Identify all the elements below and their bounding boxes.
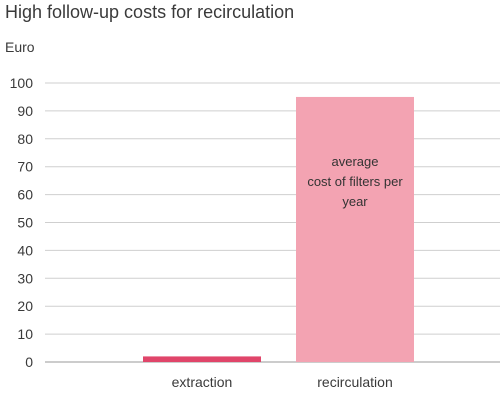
x-category-label: recirculation [317,374,392,390]
y-tick-label: 40 [17,242,33,258]
y-tick-label: 20 [17,298,33,314]
y-axis-ticks: 0 10 20 30 40 50 60 70 80 90 100 [10,75,34,370]
chart-title: High follow-up costs for recirculation [5,2,294,22]
y-tick-label: 70 [17,159,33,175]
bar-annotation: average cost of filters per year [307,154,403,209]
y-axis-unit-label: Euro [5,39,35,55]
annotation-line: year [342,194,368,209]
bars [143,96,414,362]
y-tick-label: 50 [17,215,33,231]
gridlines [45,82,500,363]
x-axis-categories: extraction recirculation [172,374,393,390]
y-tick-label: 0 [25,354,33,370]
annotation-line: cost of filters per [307,174,403,189]
y-tick-label: 10 [17,326,33,342]
x-category-label: extraction [172,374,233,390]
bar-extraction [143,356,261,362]
y-tick-label: 60 [17,187,33,203]
y-tick-label: 30 [17,270,33,286]
bar-recirculation [296,96,414,362]
y-tick-label: 100 [10,75,34,91]
y-tick-label: 80 [17,131,33,147]
annotation-line: average [332,154,379,169]
y-tick-label: 90 [17,103,33,119]
